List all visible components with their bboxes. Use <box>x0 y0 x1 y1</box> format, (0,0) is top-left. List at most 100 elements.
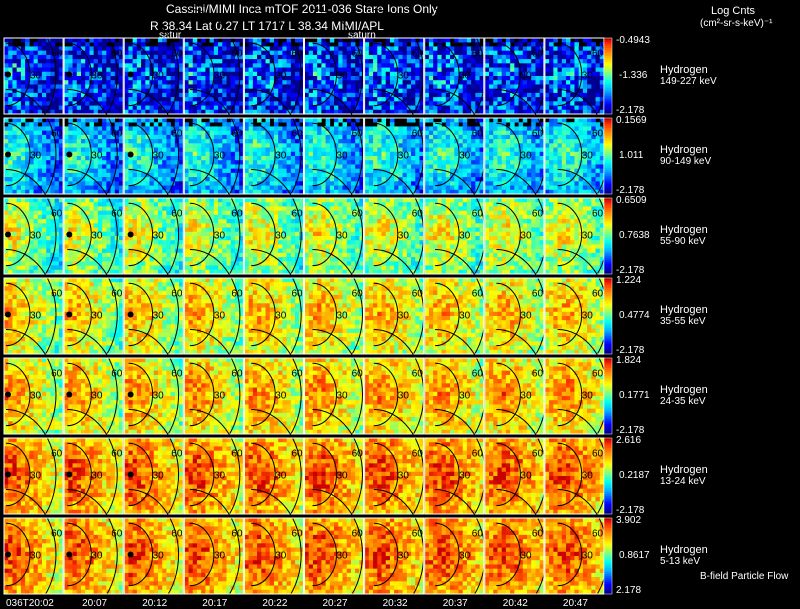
contour-30 <box>189 442 215 507</box>
contour-30 <box>251 522 276 587</box>
colorbar-mid: 0.4774 <box>619 310 650 321</box>
contour-30 <box>312 282 337 347</box>
contour-30 <box>557 42 583 107</box>
colorbar-mid: -1.336 <box>619 70 648 81</box>
orbit-info-line: R 38.34 Lat 0.27 LT 1717 L 38.34 MIMI/AP… <box>150 19 384 33</box>
colorbar <box>603 437 613 515</box>
colorbar <box>603 277 613 355</box>
contour-label-30: 30 <box>337 470 349 481</box>
contour-label-30: 30 <box>337 230 349 241</box>
contour-60 <box>128 488 180 609</box>
contour-30 <box>128 362 154 427</box>
contour-30 <box>5 202 31 267</box>
row-label: Hydrogen 13-24 keV <box>660 464 708 487</box>
contour-30 <box>496 122 521 187</box>
contour-label-60: 60 <box>231 128 243 139</box>
contour-60 <box>5 488 57 609</box>
contour-label-60: 60 <box>472 48 484 59</box>
contour-label-60: 60 <box>111 128 123 139</box>
contour-label-60: 60 <box>51 448 63 459</box>
contour-30 <box>5 42 31 107</box>
contour-30 <box>312 202 337 267</box>
units-label: Log Cnts <box>711 5 756 17</box>
contour-30 <box>67 42 92 107</box>
contour-label-60: 60 <box>231 288 243 299</box>
contour-label-30: 30 <box>214 310 226 321</box>
title-line: Cassini/MIMI Inca mTOF 2011-036 Stare Io… <box>166 2 438 16</box>
contour-label-60: 60 <box>352 448 364 459</box>
contour-label-30: 30 <box>398 150 410 161</box>
contour-30 <box>373 522 399 587</box>
colorbar-mid: 1.011 <box>619 150 644 161</box>
contour-label-30: 30 <box>30 230 42 241</box>
contour-label-30: 30 <box>582 550 594 561</box>
colorbar <box>603 357 613 435</box>
contour-label-30: 30 <box>520 230 532 241</box>
contour-label-60: 60 <box>532 48 544 59</box>
contour-label-60: 60 <box>292 368 304 379</box>
contour-label-30: 30 <box>520 70 532 81</box>
energy-range-label: 35-55 keV <box>660 316 706 327</box>
contour-label-60: 60 <box>472 288 484 299</box>
contour-30 <box>128 202 154 267</box>
row-label: Hydrogen 90-149 keV <box>660 144 711 167</box>
row-label: Hydrogen 5-13 keV <box>660 544 708 567</box>
contour-30 <box>67 442 92 507</box>
contour-30 <box>496 282 521 347</box>
contour-30 <box>312 122 337 187</box>
contour-label-60: 60 <box>472 528 484 539</box>
contour-30 <box>67 202 92 267</box>
contour-label-60: 60 <box>292 448 304 459</box>
contour-label-30: 30 <box>520 310 532 321</box>
contour-label-30: 30 <box>153 310 165 321</box>
contour-60 <box>251 488 302 609</box>
colorbar <box>603 117 613 195</box>
contour-label-30: 30 <box>520 550 532 561</box>
saturn-dot <box>5 151 11 158</box>
contour-label-60: 60 <box>352 288 364 299</box>
contour-label-60: 60 <box>111 528 123 539</box>
contour-label-30: 30 <box>91 550 103 561</box>
image-panel: 30 60 <box>243 408 304 540</box>
colorbar-max: -0.4943 <box>616 35 650 46</box>
contour-label-30: 30 <box>275 470 287 481</box>
contour-30 <box>5 442 31 507</box>
contour-label-60: 60 <box>171 288 183 299</box>
contour-label-30: 30 <box>520 390 532 401</box>
row-label: Hydrogen 35-55 keV <box>660 304 708 327</box>
contour-label-30: 30 <box>214 390 226 401</box>
contour-label-60: 60 <box>111 48 123 59</box>
contour-label-60: 60 <box>532 208 544 219</box>
contour-label-60: 60 <box>51 128 63 139</box>
contour-label-30: 30 <box>582 470 594 481</box>
energy-range-label: 5-13 keV <box>660 556 701 567</box>
contour-30 <box>373 442 399 507</box>
contour-30 <box>312 362 337 427</box>
